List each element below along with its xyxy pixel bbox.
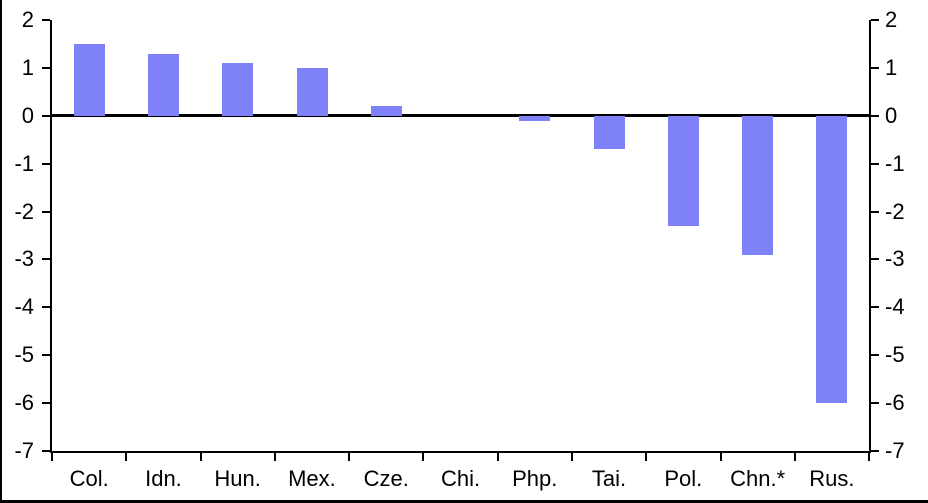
x-axis-label-rus: Rus. <box>809 466 855 491</box>
x-tick <box>719 453 722 461</box>
bar-col <box>73 43 105 116</box>
x-axis-label-hun: Hun. <box>214 466 261 491</box>
x-axis-label-php: Php. <box>512 466 558 491</box>
x-axis-label-cze: Cze. <box>363 466 409 491</box>
y-axis-label-left: -4 <box>14 294 34 320</box>
y-tick-right <box>871 162 879 165</box>
y-tick-left <box>42 306 50 309</box>
y-axis-label-left: -1 <box>14 150 34 176</box>
y-tick-left <box>42 19 50 21</box>
x-axis-label-idn: Idn. <box>145 466 182 491</box>
bar-mex <box>296 67 328 116</box>
y-tick-right <box>871 19 879 21</box>
x-tick <box>793 453 796 461</box>
left-y-axis-line <box>50 20 52 453</box>
zero-baseline <box>50 114 871 118</box>
y-axis-label-left: -2 <box>14 198 34 224</box>
y-tick-left <box>42 402 50 405</box>
x-tick <box>422 453 425 461</box>
x-tick <box>868 453 870 461</box>
x-axis-label-chn: Chn.* <box>730 466 786 491</box>
bar-rus <box>816 115 848 404</box>
bar-tai <box>593 115 625 150</box>
y-tick-right <box>871 258 879 261</box>
bar-pol <box>667 115 699 226</box>
y-axis-label-left: 2 <box>21 7 34 32</box>
y-tick-right <box>871 210 879 213</box>
x-axis-label-mex: Mex. <box>288 466 336 491</box>
y-axis-label-right: -6 <box>885 390 905 416</box>
x-tick <box>125 453 128 461</box>
bar-hun <box>222 63 254 116</box>
y-tick-right <box>871 66 879 69</box>
y-axis-label-right: -2 <box>885 198 905 224</box>
x-tick <box>570 453 573 461</box>
image-border-bottom <box>0 500 928 503</box>
y-tick-left <box>42 450 50 452</box>
x-tick <box>51 453 53 461</box>
x-axis-label-chi: Chi. <box>440 466 481 491</box>
y-tick-right <box>871 450 879 452</box>
y-axis-label-left: 1 <box>21 54 34 80</box>
y-tick-right <box>871 306 879 309</box>
y-tick-left <box>42 354 50 357</box>
y-axis-label-right: -1 <box>885 150 905 176</box>
right-y-axis-line <box>869 20 871 453</box>
x-axis-label-tai: Tai. <box>591 466 627 491</box>
y-tick-left <box>42 258 50 261</box>
y-tick-left <box>42 66 50 69</box>
x-axis-line <box>50 451 871 453</box>
y-tick-right <box>871 354 879 357</box>
y-tick-left <box>42 114 50 117</box>
y-axis-label-right: -4 <box>885 294 905 320</box>
y-axis-label-right: 2 <box>885 7 898 32</box>
x-tick <box>348 453 351 461</box>
x-axis-label-col: Col. <box>69 466 109 491</box>
x-tick <box>496 453 499 461</box>
x-tick <box>273 453 276 461</box>
y-axis-label-left: 0 <box>21 102 34 128</box>
y-axis-label-right: -5 <box>885 342 905 368</box>
x-axis-label-pol: Pol. <box>664 466 703 491</box>
y-axis-label-right: 1 <box>885 54 898 80</box>
y-axis-label-left: -3 <box>14 246 34 272</box>
y-tick-right <box>871 402 879 405</box>
y-tick-left <box>42 162 50 165</box>
x-tick <box>199 453 202 461</box>
y-axis-label-left: -7 <box>14 438 34 463</box>
y-axis-label-right: 0 <box>885 102 898 128</box>
x-tick <box>645 453 648 461</box>
bar-php <box>519 115 551 121</box>
y-axis-label-left: -5 <box>14 342 34 368</box>
bar-idn <box>147 53 179 116</box>
y-axis-label-right: -7 <box>885 438 905 463</box>
y-tick-left <box>42 210 50 213</box>
image-border-left <box>0 0 2 503</box>
bar-cze <box>370 106 402 116</box>
y-axis-label-left: -6 <box>14 390 34 416</box>
y-axis-label-right: -3 <box>885 246 905 272</box>
bar-chn <box>742 115 774 255</box>
y-tick-right <box>871 114 879 117</box>
